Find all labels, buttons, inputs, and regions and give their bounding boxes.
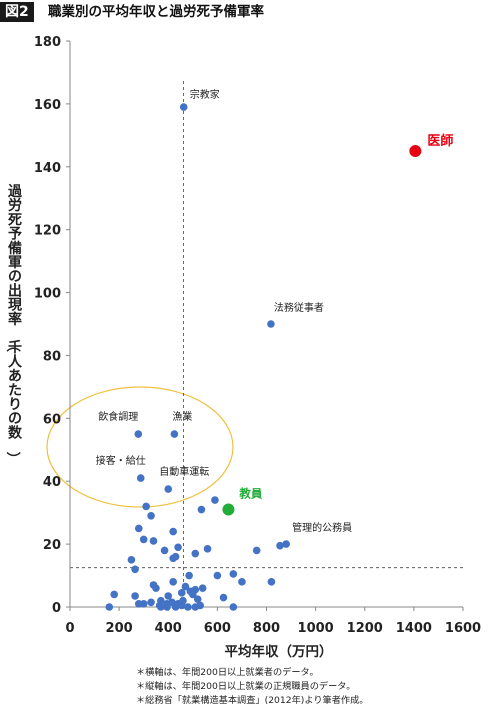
data-point [184, 603, 192, 611]
data-point [252, 546, 261, 555]
data-point [131, 592, 139, 600]
y-tick-label: 20 [43, 538, 61, 553]
point-label: 法務従事者 [274, 301, 324, 314]
figure-header: 図2 職業別の平均年収と過労死予備軍率 [0, 0, 490, 24]
data-point [211, 496, 219, 504]
footnote: ＊横軸は、年間200日以上就業者のデータ。 [136, 667, 319, 678]
y-tick-label: 120 [34, 224, 61, 239]
data-point [139, 535, 148, 544]
data-point [169, 527, 177, 536]
data-point [169, 554, 177, 563]
data-point [181, 582, 190, 591]
y-tick-label: 60 [43, 412, 61, 427]
data-point [136, 474, 145, 482]
point-label: 接客・給仕 [96, 454, 146, 467]
y-tick-label: 40 [43, 475, 61, 490]
data-point [169, 578, 177, 586]
data-point [282, 540, 290, 548]
data-point [142, 502, 150, 511]
data-point [193, 595, 202, 603]
data-point [185, 571, 193, 580]
data-point [170, 430, 179, 438]
y-tick-label: 100 [34, 287, 61, 302]
point-label: 教員 [238, 487, 262, 501]
data-point [179, 103, 188, 111]
data-point [164, 485, 173, 493]
data-point [127, 556, 136, 564]
point-label: 管理的公務員 [292, 521, 352, 534]
data-point [267, 578, 276, 586]
x-axis-label: 平均年収（万円） [225, 643, 333, 660]
footnote: ＊総務省「就業構造基本調査」(2012年)より筆者作成。 [136, 695, 369, 706]
data-point [203, 545, 212, 553]
data-point [179, 596, 187, 605]
data-point [198, 584, 207, 592]
data-point [276, 541, 284, 550]
footnote: ＊縦軸は、年間200日以上就業の正規職員のデータ。 [136, 681, 356, 692]
y-axis-label: 過労死予備軍の出現率（千人あたりの数） [4, 184, 23, 466]
point-label: 自動車運転 [159, 465, 209, 478]
data-point [213, 571, 222, 580]
data-point [131, 565, 139, 574]
data-point [147, 598, 155, 607]
y-tick-label: 140 [34, 161, 61, 176]
x-tick-label: 400 [155, 621, 182, 636]
data-point [229, 570, 238, 578]
data-point [110, 590, 119, 599]
point-label: 医師 [427, 133, 453, 149]
point-label: 漁業 [172, 410, 192, 423]
data-point [189, 590, 197, 599]
data-point [164, 592, 173, 600]
data-point [149, 537, 158, 545]
data-point [134, 430, 143, 438]
data-point [134, 524, 143, 533]
data-point [238, 578, 246, 586]
chart-title: 職業別の平均年収と過労死予備軍率 [48, 4, 264, 20]
highlight-ellipse [46, 386, 234, 508]
highlight-point [409, 145, 422, 158]
data-point [267, 320, 275, 328]
x-tick-label: 600 [204, 621, 231, 636]
footnotes: ＊横軸は、年間200日以上就業者のデータ。 ＊縦軸は、年間200日以上就業の正規… [136, 666, 369, 708]
data-point [139, 600, 148, 608]
x-tick-label: 200 [106, 621, 133, 636]
data-point [152, 584, 160, 592]
point-label: 飲食調理 [98, 410, 138, 423]
data-point [219, 593, 228, 602]
data-point [147, 512, 155, 520]
data-point [105, 603, 114, 611]
x-tick-label: 1200 [347, 621, 383, 636]
y-tick-label: 160 [34, 98, 61, 113]
data-point [229, 603, 238, 611]
data-point [171, 603, 180, 611]
data-point [174, 543, 182, 552]
x-tick-label: 1600 [445, 621, 481, 636]
highlight-point [222, 503, 235, 516]
point-label: 宗教家 [190, 88, 220, 101]
data-point [163, 603, 171, 611]
figure-badge: 図2 [0, 2, 34, 22]
data-point [191, 603, 200, 611]
x-tick-label: 0 [65, 621, 74, 636]
data-point [197, 505, 206, 514]
x-tick-label: 800 [253, 621, 280, 636]
y-tick-label: 180 [34, 35, 61, 50]
data-point [177, 589, 186, 597]
y-tick-label: 80 [43, 349, 61, 364]
data-point [191, 549, 200, 558]
x-tick-label: 1000 [298, 621, 334, 636]
data-point [157, 603, 165, 611]
y-tick-label: 0 [52, 601, 61, 616]
x-tick-label: 1400 [396, 621, 432, 636]
data-point [160, 546, 169, 555]
